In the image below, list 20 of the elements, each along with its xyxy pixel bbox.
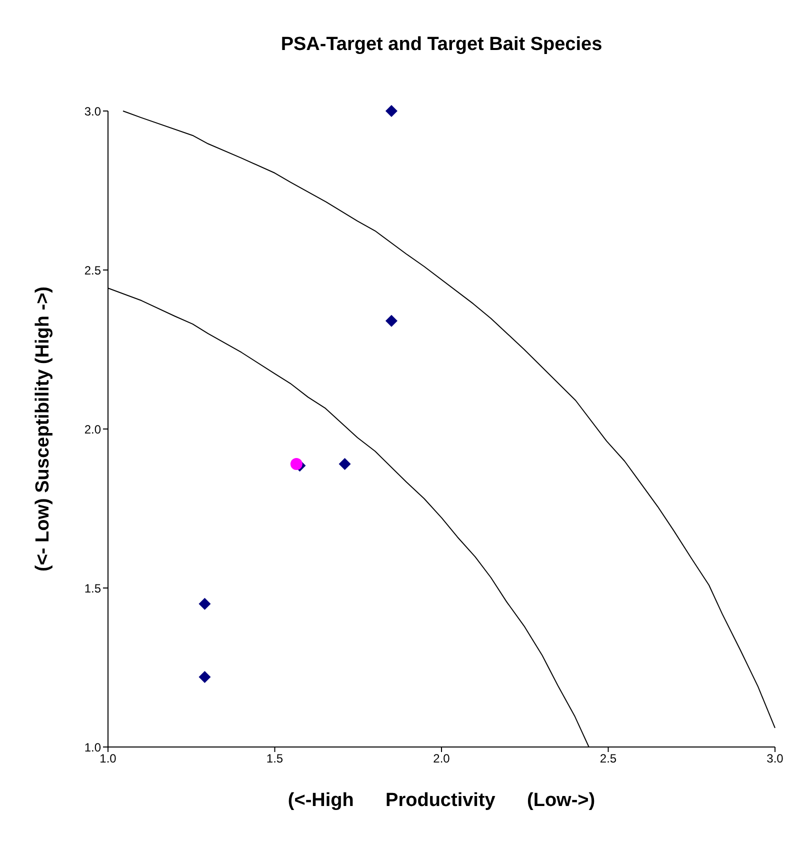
x-tick-label: 3.0 bbox=[766, 752, 784, 766]
y-tick-label: 2.0 bbox=[84, 422, 102, 436]
point bbox=[290, 458, 302, 470]
y-tick-label: 1.0 bbox=[84, 740, 102, 754]
y-tick-label: 1.5 bbox=[84, 581, 102, 596]
chart-title: PSA-Target and Target Bait Species bbox=[280, 34, 604, 56]
x-tick-label: 1.5 bbox=[266, 752, 284, 766]
x-tick-label: 1.0 bbox=[100, 752, 117, 766]
point bbox=[198, 598, 211, 610]
y-tick-label: 3.0 bbox=[84, 104, 102, 118]
point bbox=[338, 458, 351, 470]
line-series bbox=[122, 110, 776, 728]
x-tick-label: 2.5 bbox=[600, 752, 617, 766]
point bbox=[385, 314, 398, 327]
x-tick-label: 2.0 bbox=[433, 752, 450, 766]
point bbox=[198, 671, 211, 684]
point bbox=[385, 105, 398, 117]
x-axis-title: (<-High Productivity (Low->) bbox=[288, 790, 596, 811]
y-axis-title: (<- Low) Susceptibility (High ->) bbox=[32, 286, 54, 572]
y-tick-label: 2.5 bbox=[84, 263, 102, 278]
